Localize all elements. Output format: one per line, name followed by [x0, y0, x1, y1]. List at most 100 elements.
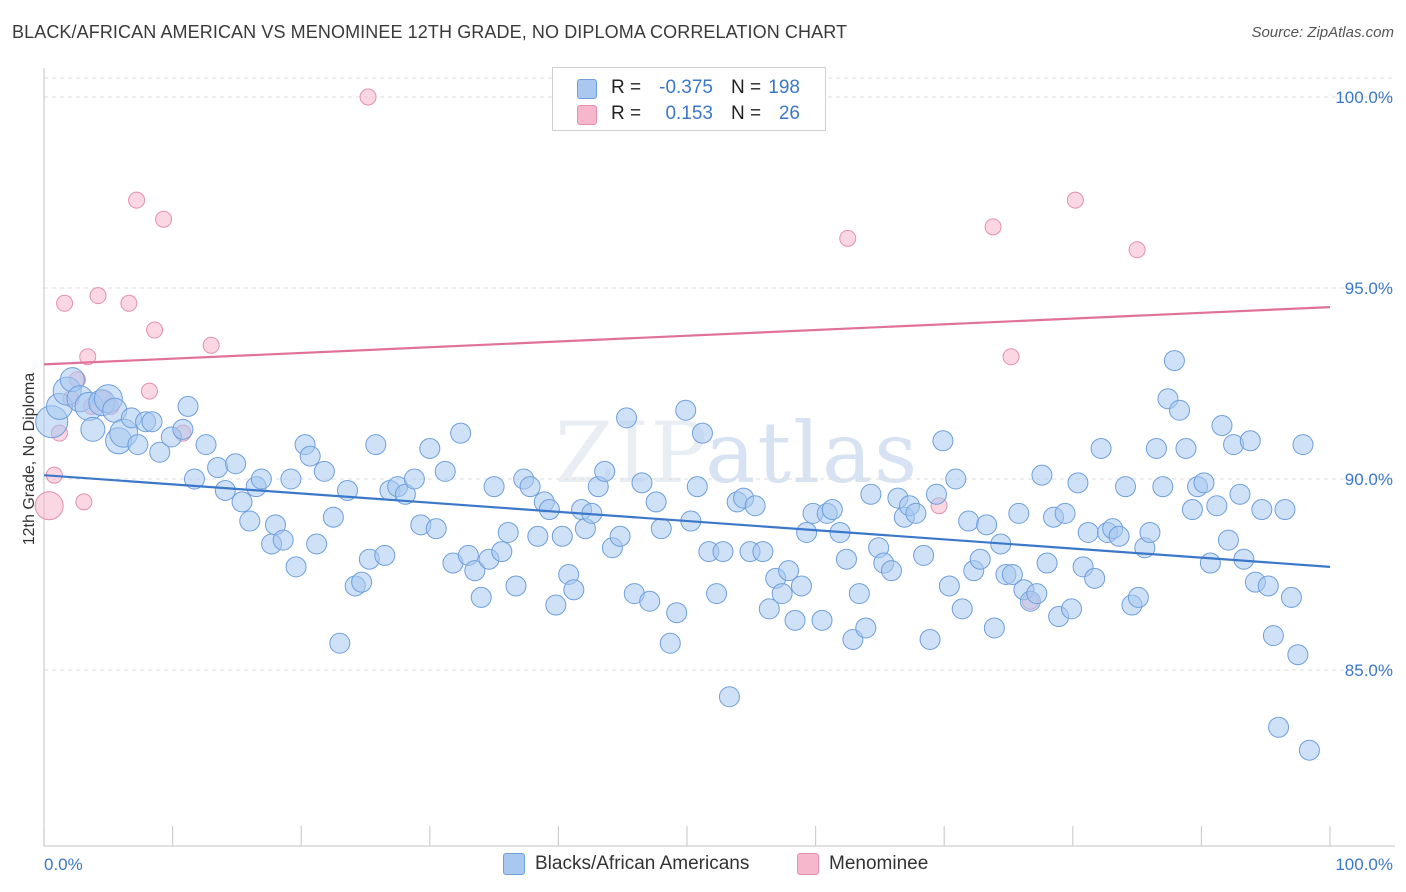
x-tick-label: 0.0%: [44, 855, 83, 874]
blacks-trend-line: [43, 474, 1331, 568]
black-african-american-point: [932, 430, 954, 452]
black-african-american-point: [177, 395, 199, 417]
legend-r-label: R =: [611, 103, 642, 124]
black-african-american-point: [1036, 552, 1058, 574]
black-african-american-point: [551, 525, 573, 547]
black-african-american-point: [183, 468, 205, 490]
black-african-american-point: [1152, 476, 1174, 498]
black-african-american-point: [675, 399, 697, 421]
black-african-american-point: [919, 628, 941, 650]
axes: [43, 68, 1395, 847]
black-african-american-point: [752, 541, 774, 563]
black-african-american-point: [784, 609, 806, 631]
menominee-point: [56, 294, 74, 312]
black-african-american-point: [855, 617, 877, 639]
x-tick-label: 100.0%: [1335, 855, 1393, 874]
black-african-american-point: [1067, 472, 1089, 494]
black-african-american-point: [1077, 521, 1099, 543]
menominee-point: [75, 493, 93, 511]
black-african-american-point: [1108, 525, 1130, 547]
black-african-american-point: [1054, 502, 1076, 524]
black-african-american-point: [1193, 472, 1215, 494]
black-african-american-point: [519, 476, 541, 498]
tick-labels: 100.0% 95.0% 90.0% 85.0% 0.0% 100.0%: [44, 88, 1393, 874]
black-african-american-point: [1090, 437, 1112, 459]
black-african-american-point: [811, 609, 833, 631]
legend-r-label: R =: [611, 77, 642, 98]
black-african-american-point: [434, 460, 456, 482]
series-legend: Blacks/African Americans Menominee: [0, 852, 1406, 878]
black-african-american-point: [1175, 437, 1197, 459]
black-african-american-point: [639, 590, 661, 612]
black-african-american-point: [563, 579, 585, 601]
black-african-american-point: [1026, 583, 1048, 605]
menominee-point: [155, 210, 173, 228]
black-african-american-point: [983, 617, 1005, 639]
menominee-point: [146, 321, 164, 339]
y-tick-label: 90.0%: [1345, 470, 1393, 489]
black-african-american-point: [958, 510, 980, 532]
black-african-american-point: [1181, 499, 1203, 521]
black-african-american-point: [848, 583, 870, 605]
legend-swatch-blue: [577, 79, 597, 99]
black-african-american-point: [1262, 625, 1284, 647]
black-african-american-point: [666, 602, 688, 624]
watermark-atlas: atlas: [705, 404, 920, 502]
legend-n-value: 26: [778, 103, 800, 124]
black-african-american-point: [464, 560, 486, 582]
black-african-american-point: [285, 556, 307, 578]
black-african-american-point: [403, 468, 425, 490]
black-african-american-point: [778, 560, 800, 582]
black-african-american-point: [758, 598, 780, 620]
black-african-american-point: [976, 514, 998, 536]
black-african-american-point: [616, 407, 638, 429]
black-african-american-point: [686, 476, 708, 498]
black-african-american-point: [329, 632, 351, 654]
legend-row-menominee: R = 0.153 N = 26: [553, 101, 825, 127]
black-african-american-point: [1280, 586, 1302, 608]
black-african-american-point: [1251, 499, 1273, 521]
black-african-american-point: [925, 483, 947, 505]
legend-row-blacks: R = -0.375 N = 198: [553, 75, 825, 101]
black-african-american-point: [1217, 529, 1239, 551]
menominee-point: [839, 229, 857, 247]
black-african-american-point: [250, 468, 272, 490]
black-african-american-point: [538, 499, 560, 521]
menominee-point: [1128, 241, 1146, 259]
black-african-american-point: [905, 502, 927, 524]
black-african-american-point: [313, 460, 335, 482]
black-african-american-point: [821, 499, 843, 521]
menominee-point: [1002, 348, 1020, 366]
y-tick-label: 85.0%: [1345, 661, 1393, 680]
menominee-point: [984, 218, 1002, 236]
black-african-american-point: [1001, 564, 1023, 585]
black-african-american-point: [796, 521, 818, 543]
menominee-point: [89, 287, 107, 305]
black-african-american-point: [631, 472, 653, 494]
black-african-american-point: [951, 598, 973, 620]
menominee-point: [1066, 191, 1084, 209]
black-african-american-point: [450, 422, 472, 444]
black-african-american-point: [1127, 586, 1149, 608]
black-african-american-point: [1257, 575, 1279, 597]
menominee-point: [202, 336, 220, 354]
source-label: Source: ZipAtlas.com: [1251, 24, 1394, 41]
legend-n-label: N =: [731, 77, 762, 98]
black-african-american-point: [1084, 567, 1106, 589]
menominee-trend-line: [43, 306, 1331, 366]
legend-swatch-pink: [577, 105, 597, 125]
menominee-point: [140, 382, 158, 400]
black-african-american-point: [771, 583, 793, 605]
black-african-american-point: [1169, 399, 1191, 421]
black-african-american-point: [659, 632, 681, 654]
black-african-american-point: [594, 460, 616, 482]
black-african-american-point: [497, 521, 519, 543]
black-african-american-point: [425, 518, 447, 540]
black-african-american-point: [1139, 521, 1161, 543]
black-african-american-point: [1206, 495, 1228, 517]
black-african-american-point: [706, 583, 728, 605]
series-swatch-blue: [503, 853, 525, 875]
black-african-american-point: [141, 411, 163, 433]
grid-lines: [44, 77, 1395, 671]
black-african-american-point: [938, 575, 960, 597]
